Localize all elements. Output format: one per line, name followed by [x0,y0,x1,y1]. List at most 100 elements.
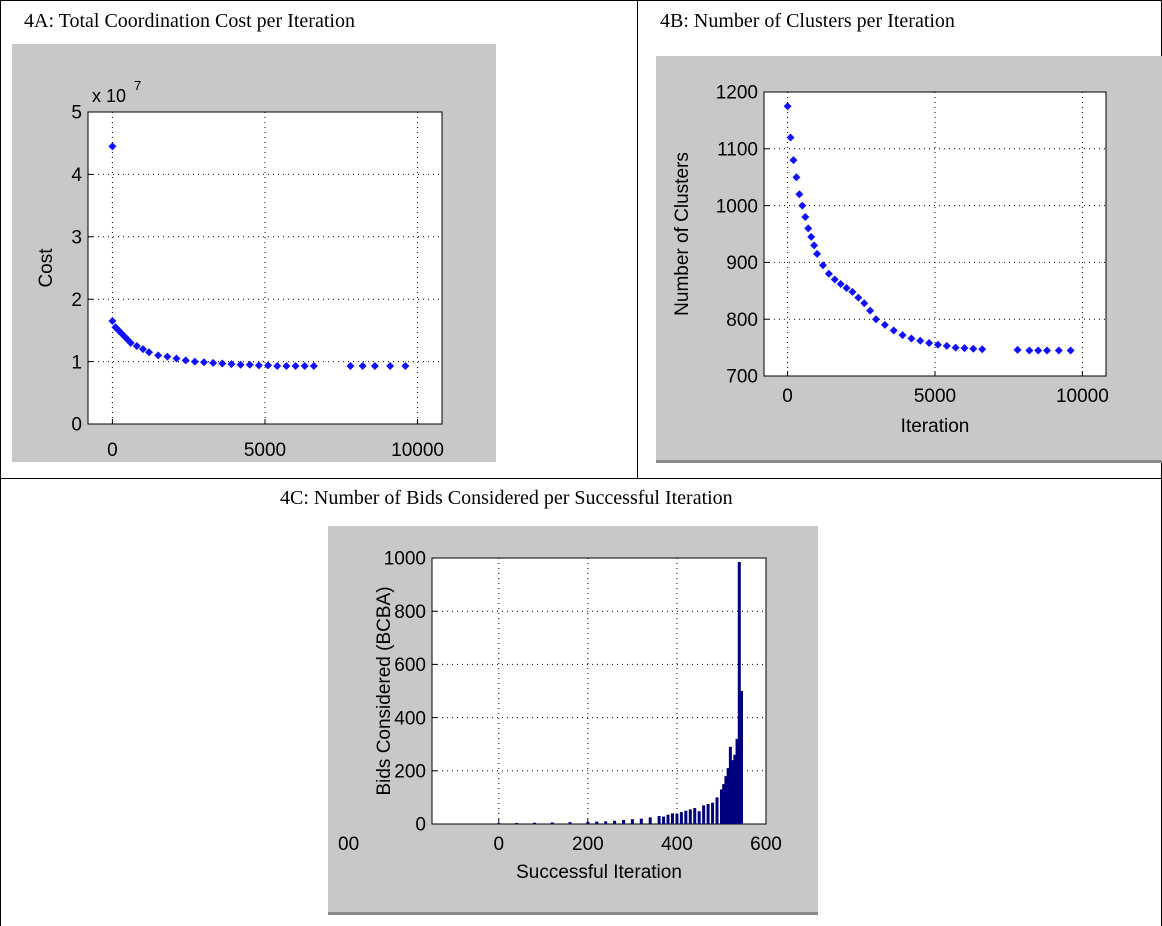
chart-panel-4a: 0500010000012345IterationCostx 107 [12,44,496,462]
plot-area [763,91,1107,377]
bar [697,811,701,824]
table-divider [0,478,1162,479]
data-point [925,339,934,348]
bar [719,789,723,824]
data-point [209,358,218,367]
data-point [309,361,318,370]
bar [675,813,679,824]
bar [724,776,728,824]
y-multiplier-label: x 10 [92,86,126,106]
bar [688,809,692,824]
data-point [132,342,141,350]
data-point [163,352,172,361]
x-tick-label: 5000 [914,386,956,407]
bar [702,805,706,824]
bar [726,768,730,824]
y-axis-label: Number of Clusters [672,152,693,316]
data-point [969,344,978,353]
caption-4b: 4B: Number of Clusters per Iteration [660,10,955,32]
data-point [1034,346,1043,355]
bar [693,808,697,824]
x-tick-label: 10000 [1056,386,1109,407]
y-tick-label: 1000 [716,196,758,217]
bar [731,760,735,824]
data-point [190,357,199,366]
bar [711,802,715,824]
bar [737,561,741,824]
bar [706,804,710,824]
y-tick-label: 5 [71,103,82,124]
data-point [245,360,254,369]
data-point [1025,346,1034,355]
data-point [145,348,154,357]
data-point [264,361,273,370]
data-point [951,343,960,352]
data-point [907,334,916,343]
y-tick-label: 700 [726,367,758,388]
bar [621,820,625,824]
bar [735,738,739,824]
x-tick-label: 0 [494,834,505,855]
y-tick-label: 2 [71,290,82,311]
data-point [842,283,851,292]
y-tick-label: 0 [415,815,426,836]
bar [722,784,726,824]
data-point [836,279,845,288]
y-tick-label: 200 [394,761,426,782]
data-point [1066,346,1075,355]
bar [630,819,634,824]
y-tick-label: 3 [71,227,82,248]
data-point [120,332,129,341]
y-tick-label: 0 [71,415,82,436]
y-tick-label: 1 [71,352,82,373]
x-tick-label: 0 [782,386,793,407]
table-border-left [0,0,1,926]
bar [613,820,617,824]
data-point [370,361,379,370]
bar [532,822,536,824]
data-point [807,232,816,241]
bar [670,813,674,824]
plot-area [431,557,767,825]
data-point [123,335,132,344]
data-point [801,212,810,221]
data-point [358,361,367,370]
y-tick-label: 800 [726,310,758,331]
data-point [960,344,969,353]
bar [740,691,744,824]
data-point [783,102,792,111]
data-point [942,341,951,350]
data-point [818,261,827,270]
bar [595,821,599,824]
y-tick-label: 1100 [717,139,758,160]
data-point [172,354,181,363]
data-point [300,361,309,370]
data-point [813,249,822,258]
x-tick-label: 200 [572,834,604,855]
chart-panel-4b: 0 5000 10000 700 800 900 1000 1100 1200 Iteration… [656,56,1162,463]
x-tick-label: 10000 [391,440,444,461]
y-axis-label: Cost [36,248,57,288]
x-axis-label: Iteration [901,416,970,437]
data-point [786,133,795,142]
data-point [854,293,863,302]
data-point [1013,345,1022,354]
y-tick-label: 600 [394,655,426,676]
data-point [291,361,300,370]
x-axis-label: Successful Iteration [516,862,682,883]
bar [679,812,683,824]
data-point [1054,346,1063,355]
bar [715,797,719,824]
data-point [933,340,942,349]
data-point [199,358,208,367]
y-tick-label: 1200 [716,83,758,104]
bar [497,823,501,825]
y-tick-label: 800 [394,602,426,623]
chart-panel-4c: 0 200 400 600 0 200 400 600 800 1000 Successful It… [328,526,818,915]
x-tick-label: 0 [107,440,118,461]
y-axis-label: Bids Considered (BCBA) [374,586,395,795]
y-tick-label: 4 [71,165,82,186]
data-point [181,356,190,365]
bar [666,814,670,824]
bar [657,816,661,824]
